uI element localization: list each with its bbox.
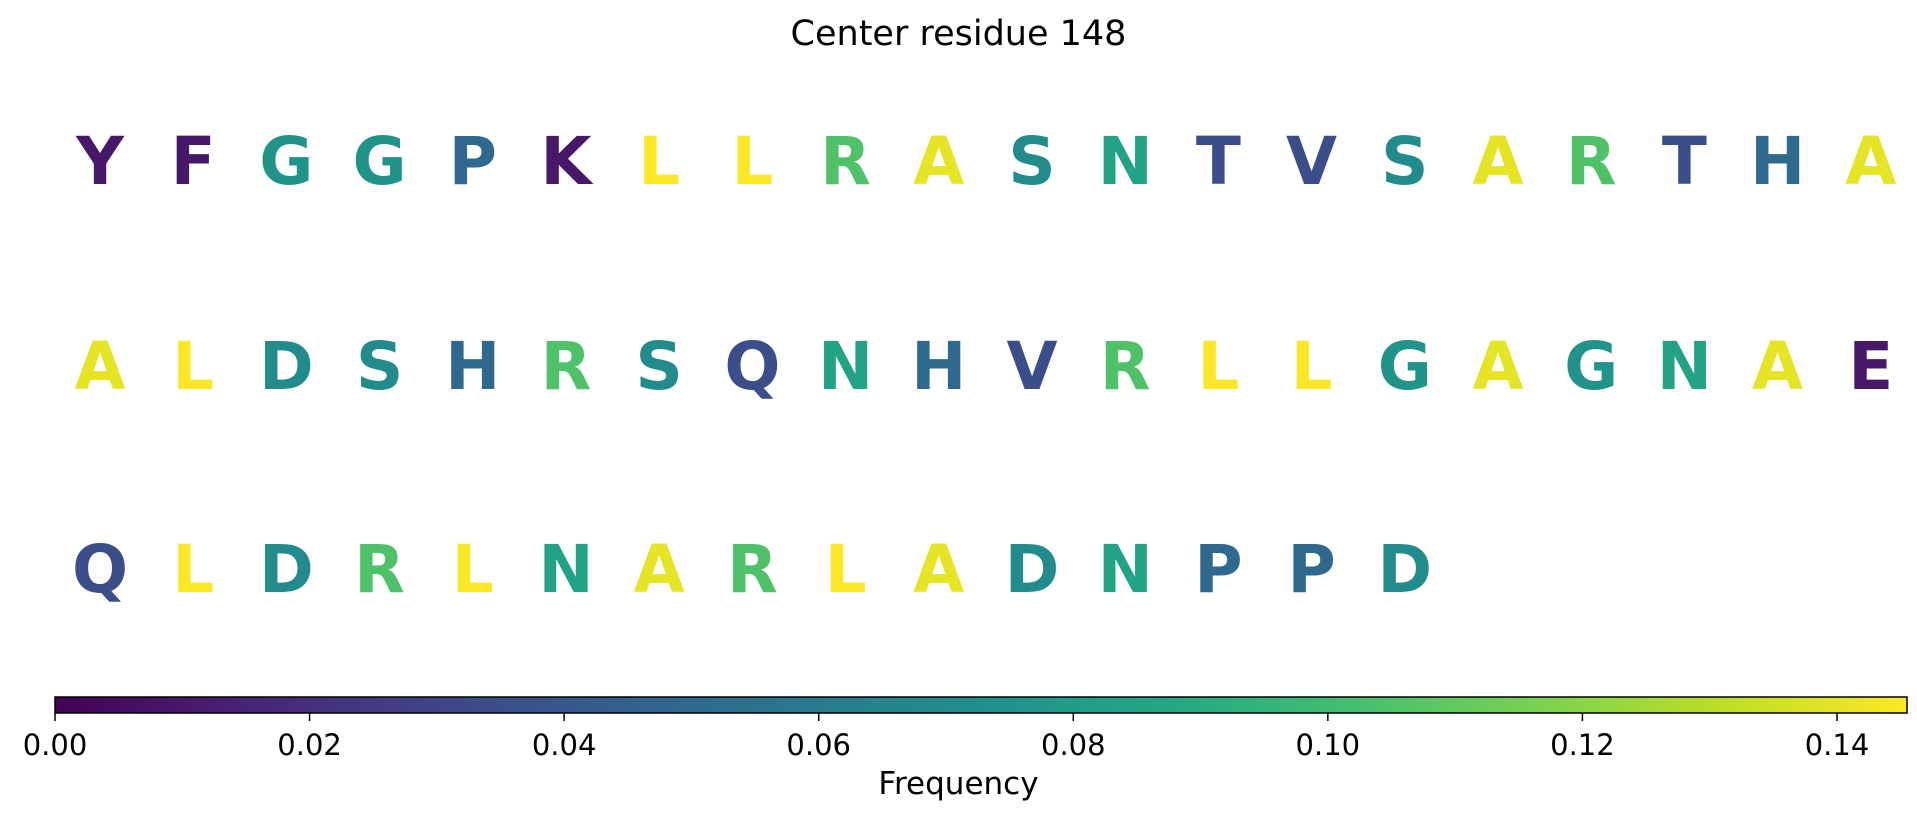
residue-letter: R [1099, 328, 1151, 405]
colorbar-tick-label: 0.12 [1550, 728, 1615, 762]
residue-letter: A [913, 531, 965, 608]
residue-letter: L [1290, 328, 1333, 405]
residue-letter: A [913, 123, 965, 200]
residue-letter: Q [724, 328, 781, 405]
residue-letter: L [1197, 328, 1240, 405]
residue-letter: L [824, 531, 867, 608]
colorbar-tick-label: 0.06 [786, 728, 851, 762]
residue-letter: N [1097, 123, 1153, 200]
residue-letter: N [817, 328, 874, 405]
residue-letter: N [538, 531, 594, 608]
colorbar-label: Frequency [878, 766, 1039, 802]
residue-letter: T [1195, 123, 1241, 200]
residue-letter: R [1565, 123, 1617, 200]
residue-letter: A [1472, 328, 1524, 405]
colorbar-tick-label: 0.14 [1804, 728, 1870, 762]
residue-letter: G [259, 123, 314, 200]
colorbar-gradient [54, 696, 1908, 714]
residue-letter: S [1008, 123, 1056, 200]
residue-letter: R [540, 328, 592, 405]
colorbar-tick-label: 0.08 [1040, 728, 1106, 762]
chart-title: Center residue 148 [790, 14, 1127, 54]
residue-letter: D [1377, 531, 1433, 608]
colorbar [54, 696, 1908, 721]
residue-letter: R [354, 531, 406, 608]
residue-letter: V [1286, 123, 1338, 200]
colorbar-tick-label: 0.10 [1295, 728, 1361, 762]
colorbar-tick-label: 0.00 [22, 728, 88, 762]
residue-letter: R [820, 123, 872, 200]
residue-letter: A [633, 531, 685, 608]
residue-letter: A [1472, 123, 1524, 200]
residue-letter: L [638, 123, 681, 200]
residue-letter: L [172, 328, 215, 405]
residue-letter: P [448, 123, 497, 200]
residue-letter: V [1006, 328, 1058, 405]
residue-letter: L [731, 123, 774, 200]
residue-letter: T [1661, 123, 1707, 200]
residue-letter: A [1752, 328, 1804, 405]
residue-letter: Q [71, 531, 129, 608]
residue-letter: S [1381, 123, 1429, 200]
residue-letter: G [1564, 328, 1619, 405]
residue-letter: H [911, 328, 967, 405]
residue-letter: P [1287, 531, 1336, 608]
residue-letter: A [74, 328, 126, 405]
residue-letter: N [1097, 531, 1153, 608]
residue-letter: A [1845, 123, 1897, 200]
residue-letter: N [1656, 328, 1713, 405]
residue-letter: D [1004, 531, 1060, 608]
residue-letter: S [635, 328, 683, 405]
residue-letter: K [540, 123, 592, 200]
residue-letter: D [258, 328, 314, 405]
residue-letter: L [451, 531, 494, 608]
residue-letter: D [258, 531, 314, 608]
residue-letter: R [726, 531, 778, 608]
residue-letter: H [1749, 123, 1806, 200]
residue-letter: L [172, 531, 215, 608]
residue-letter: E [1848, 328, 1894, 405]
residue-letter: H [445, 328, 501, 405]
colorbar-tick-label: 0.02 [277, 728, 342, 762]
colorbar-tick-label: 0.04 [531, 728, 597, 762]
residue-letter: G [352, 123, 407, 200]
residue-letter: F [170, 123, 216, 200]
residue-letter: G [1377, 328, 1432, 405]
residue-letter: Y [76, 123, 124, 200]
residue-letter: S [355, 328, 404, 405]
residue-letter: P [1194, 531, 1243, 608]
